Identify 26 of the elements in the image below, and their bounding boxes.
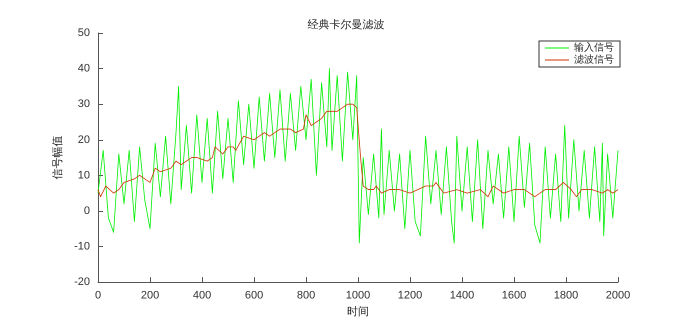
legend-label: 滤波信号 <box>574 54 614 66</box>
x-tick-label: 600 <box>244 290 264 302</box>
x-tick-label: 1600 <box>502 290 526 302</box>
x-tick-label: 1200 <box>398 290 422 302</box>
x-tick-label: 1400 <box>450 290 474 302</box>
y-tick-label: 10 <box>78 169 90 182</box>
x-tick-label: 400 <box>192 290 212 302</box>
legend-label: 输入信号 <box>574 42 614 54</box>
chart-title: 经典卡尔曼滤波 <box>308 18 384 31</box>
x-tick-label: 0 <box>94 290 102 302</box>
y-tick-label: 30 <box>78 98 90 110</box>
x-tick-label: 2000 <box>606 290 630 302</box>
x-tick-label: 1000 <box>346 290 370 302</box>
x-tick-label: 200 <box>140 290 160 302</box>
x-tick-label: 800 <box>296 290 316 302</box>
y-tick-label: 0 <box>84 204 90 217</box>
line-series <box>98 104 618 198</box>
y-tick-label: 20 <box>78 134 90 146</box>
x-axis-title: 时间 <box>347 305 369 318</box>
y-tick-label: -20 <box>74 276 90 288</box>
y-tick-label: -10 <box>74 240 90 253</box>
y-axis-title: 信号幅值 <box>51 136 64 180</box>
x-tick-label: 1800 <box>554 290 578 302</box>
line-series <box>98 68 618 244</box>
y-tick-label: 50 <box>78 27 90 39</box>
y-tick-label: 40 <box>78 62 90 75</box>
